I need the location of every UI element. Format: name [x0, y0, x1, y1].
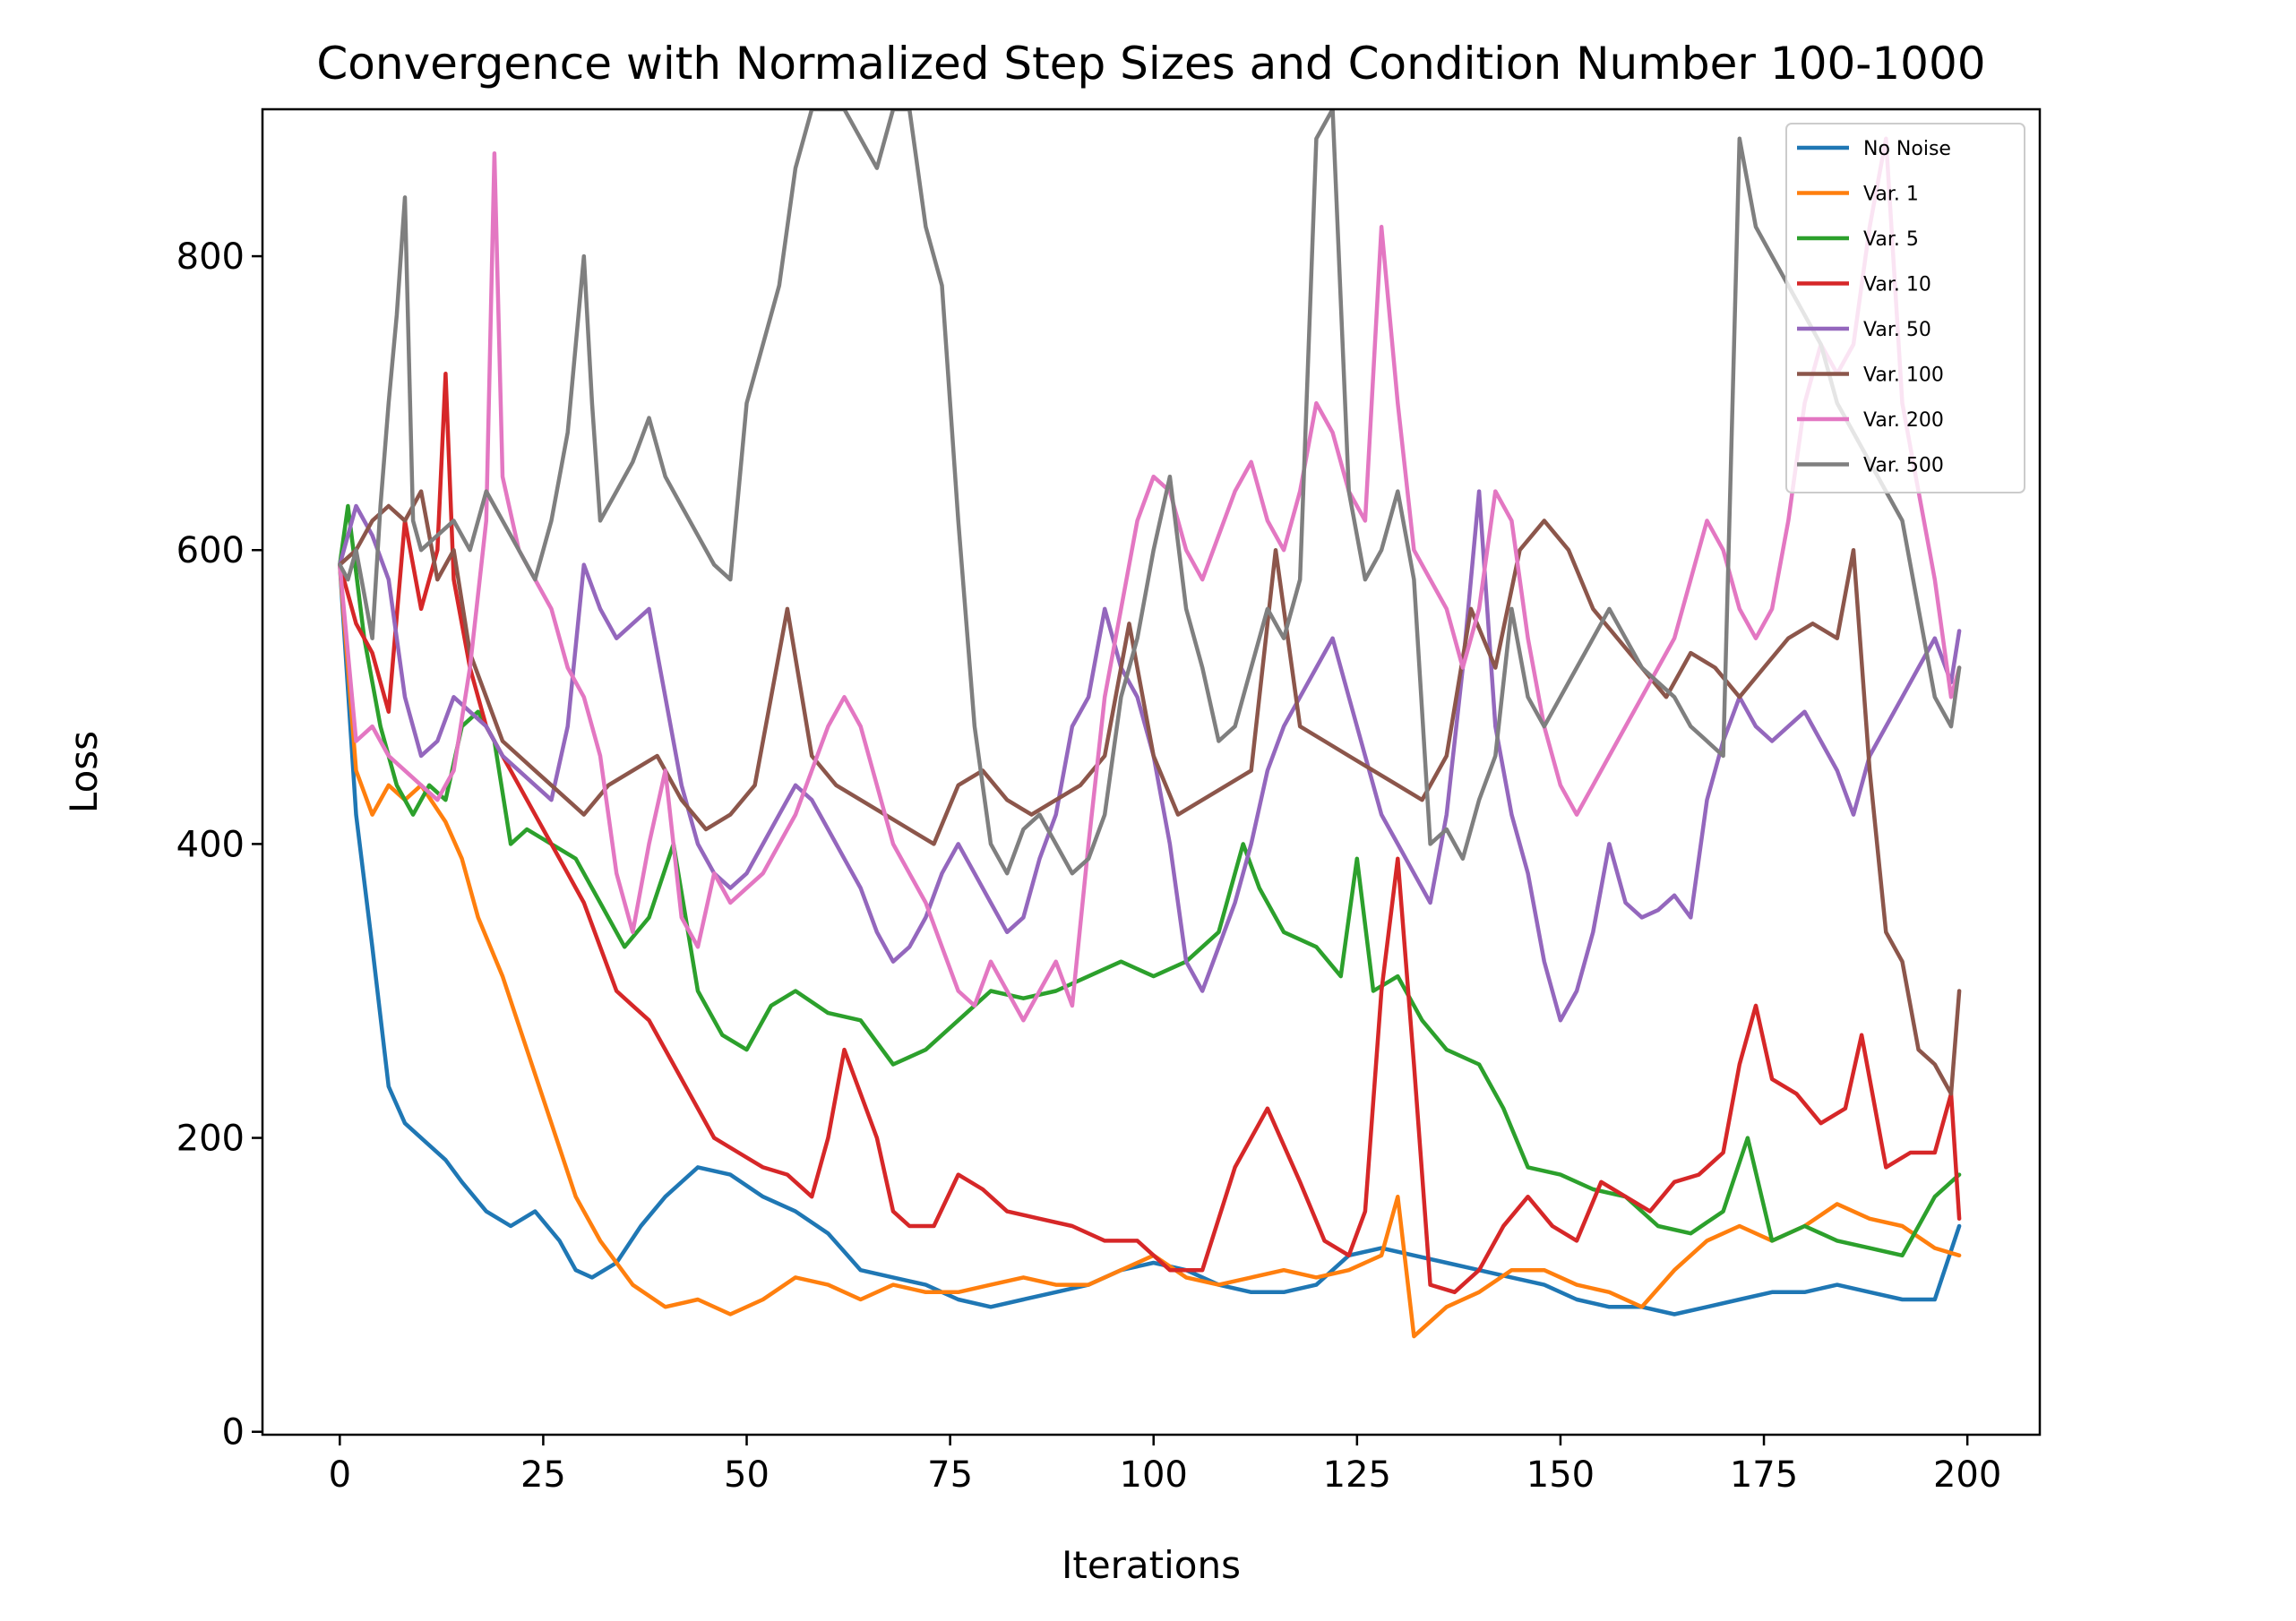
chart-title: Convergence with Normalized Step Sizes a… [316, 38, 1985, 90]
legend: No Noise Var. 1 Var. 5 Var. 10 Var. 50 Var. 1… [1785, 123, 2025, 493]
x-axis-label: Iterations [1062, 1543, 1241, 1587]
x-tick-label: 75 [927, 1454, 973, 1496]
series-layer [338, 109, 1962, 1339]
y-tick-label: 800 [176, 236, 245, 278]
x-tick-label: 125 [1323, 1454, 1391, 1496]
legend-label-2: Var. 5 [1863, 228, 1919, 251]
x-tick-label: 175 [1730, 1454, 1798, 1496]
series-line-7 [338, 109, 1962, 876]
x-tick-label: 0 [329, 1454, 351, 1496]
plot-frame [261, 107, 2042, 1437]
legend-label-1: Var. 1 [1863, 184, 1919, 206]
series-line-2 [338, 503, 1962, 1258]
x-axis-ticks: 0 25 50 75 100 125 150 175 200 [329, 1435, 2001, 1496]
y-tick-label: 200 [176, 1119, 245, 1160]
legend-label-0: No Noise [1863, 138, 1951, 160]
legend-box [1785, 123, 2025, 493]
legend-label-6: Var. 200 [1863, 409, 1944, 432]
y-axis-ticks: 0 200 400 600 800 [176, 236, 262, 1454]
series-line-0 [338, 562, 1962, 1317]
x-tick-label: 150 [1526, 1454, 1595, 1496]
y-tick-label: 0 [222, 1412, 245, 1454]
x-tick-label: 50 [724, 1454, 770, 1496]
y-tick-label: 600 [176, 530, 245, 571]
legend-label-3: Var. 10 [1863, 274, 1931, 296]
series-line-6 [338, 136, 1962, 1023]
x-tick-label: 100 [1120, 1454, 1188, 1496]
legend-label-5: Var. 100 [1863, 365, 1944, 387]
y-tick-label: 400 [176, 824, 245, 865]
legend-label-4: Var. 50 [1863, 319, 1931, 341]
x-tick-label: 25 [520, 1454, 566, 1496]
x-tick-label: 200 [1933, 1454, 2001, 1496]
series-line-5 [338, 489, 1962, 1096]
legend-label-7: Var. 500 [1863, 455, 1944, 477]
y-axis-label: Loss [62, 731, 106, 813]
series-line-1 [338, 562, 1962, 1339]
series-line-3 [338, 372, 1962, 1295]
